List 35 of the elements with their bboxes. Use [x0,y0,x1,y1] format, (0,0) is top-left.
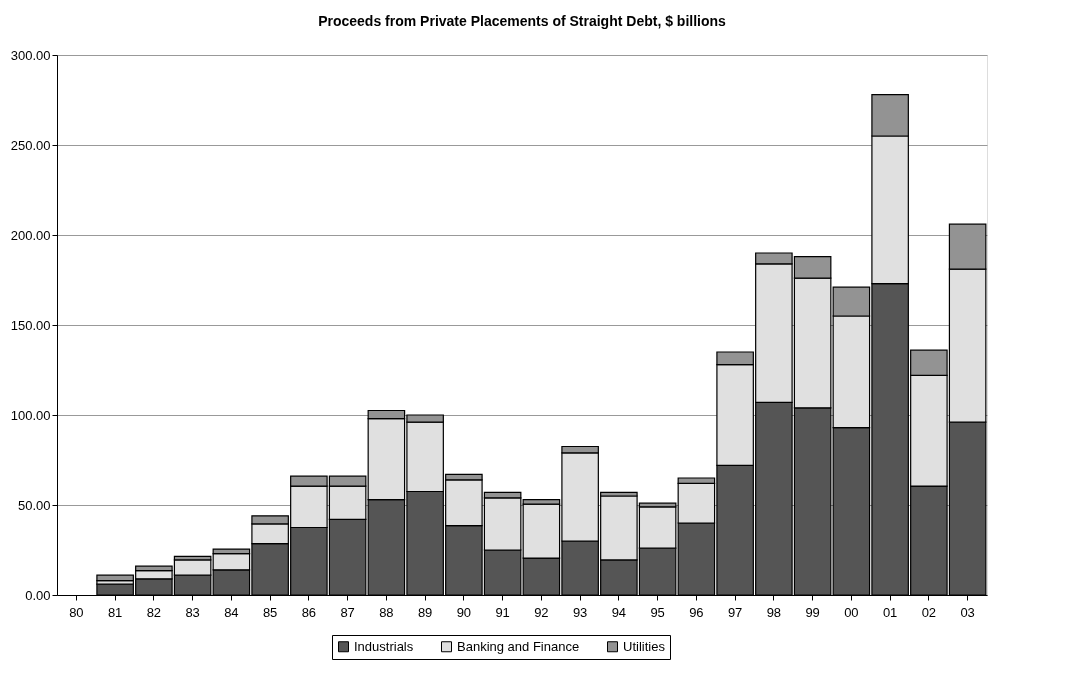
x-tick-label: 94 [611,604,627,620]
x-tick-label: 87 [340,604,355,620]
legend-label: Banking and Finance [457,638,580,654]
x-tick-label: 82 [146,604,162,620]
y-tick-label: 0.00 [25,587,51,603]
legend-label: Industrials [354,638,414,654]
x-tick-label: 84 [224,604,239,620]
x-tick-label: 98 [766,604,782,620]
x-tick-label: 96 [689,604,704,620]
x-tick-label: 01 [882,604,898,620]
x-tick-label: 00 [844,604,859,620]
y-tick-label: 50.00 [17,497,51,513]
y-tick-label: 200.00 [10,227,51,243]
chart-title: Proceeds from Private Placements of Straight Debt, $ billions [318,13,727,29]
x-tick-label: 88 [379,604,394,620]
y-tick-label: 300.00 [10,47,51,63]
x-tick-label: 97 [727,604,743,620]
x-tick-label: 89 [417,604,433,620]
x-tick-label: 90 [456,604,472,620]
x-tick-label: 81 [107,604,123,620]
x-tick-label: 86 [301,604,317,620]
x-tick-label: 99 [805,604,820,620]
y-tick-label: 150.00 [10,317,51,333]
x-tick-label: 92 [534,604,549,620]
x-tick-label: 85 [262,604,278,620]
x-tick-label: 02 [921,604,937,620]
x-tick-label: 93 [572,604,588,620]
x-tick-label: 91 [495,604,510,620]
x-tick-label: 95 [650,604,665,620]
y-tick-label: 250.00 [10,137,51,153]
x-tick-label: 03 [960,604,975,620]
x-tick-label: 83 [185,604,200,620]
legend-label: Utilities [623,638,666,654]
x-tick-label: 80 [69,604,84,620]
y-tick-label: 100.00 [10,407,51,423]
